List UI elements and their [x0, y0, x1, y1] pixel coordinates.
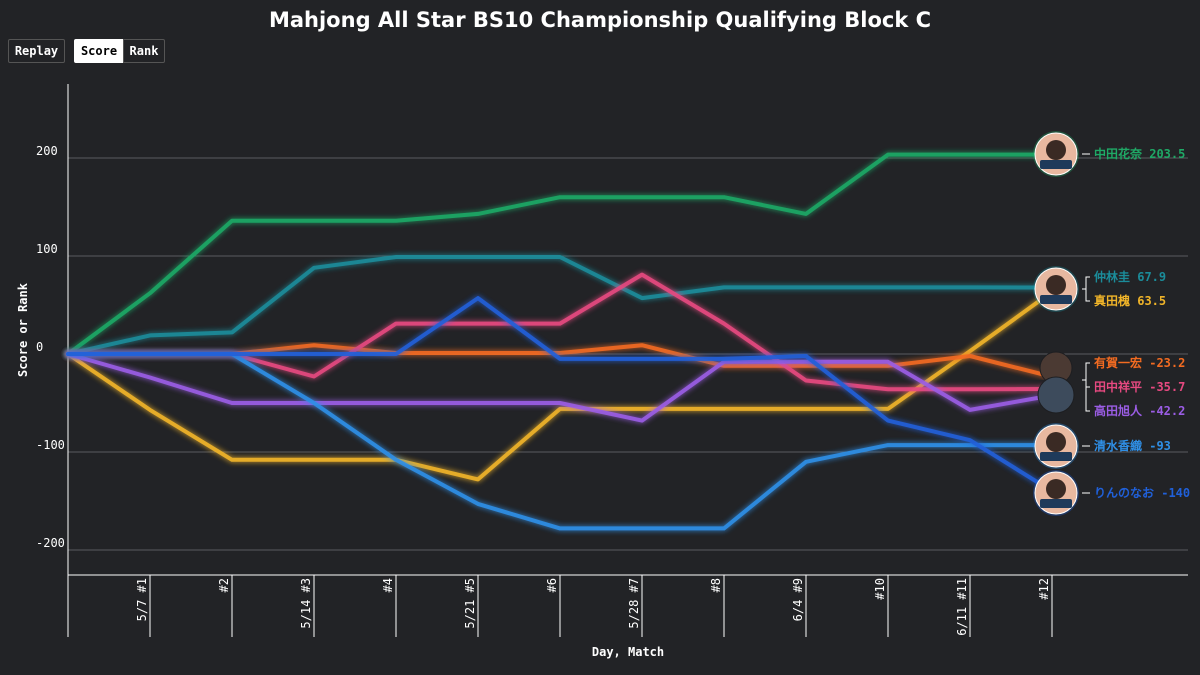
leader-line — [1082, 276, 1090, 290]
x-axis-title: Day, Match — [592, 645, 664, 659]
player-avatar-hair — [1046, 479, 1066, 499]
player-avatar-nameplate — [1040, 160, 1072, 169]
player-avatar-hair — [1046, 140, 1066, 160]
x-tick-label: 5/21 #5 — [463, 578, 477, 629]
series-end-label: 高田旭人 -42.2 — [1094, 403, 1185, 418]
series-line — [66, 352, 1054, 423]
leader-line — [1082, 362, 1090, 381]
series-end-label: 真田槐 63.5 — [1094, 293, 1166, 308]
series-end-label: りんのなお -140 — [1094, 486, 1190, 500]
series-end-label: 田中祥平 -35.7 — [1094, 379, 1185, 394]
x-tick-label: 5/28 #7 — [627, 578, 641, 629]
series-end-label: 有賀一宏 -23.2 — [1094, 355, 1185, 370]
leader-line — [1082, 379, 1090, 412]
player-avatar-nameplate — [1040, 452, 1072, 461]
y-tick-label: -100 — [36, 438, 65, 452]
replay-button[interactable]: Replay — [8, 39, 65, 63]
x-tick-label: 6/4 #9 — [791, 578, 805, 621]
chart-title: Mahjong All Star BS10 Championship Quali… — [268, 8, 932, 32]
player-avatar-photo — [1037, 376, 1075, 414]
x-tick-label: #12 — [1037, 578, 1051, 600]
series-end-label: 清水香織 -93 — [1094, 438, 1171, 453]
player-avatar-nameplate — [1040, 499, 1072, 508]
player-avatar-nameplate — [1040, 295, 1072, 304]
series-line — [66, 289, 1054, 482]
series-line — [66, 296, 1054, 494]
series-line — [66, 352, 1054, 531]
series-end-label: 仲林圭 67.9 — [1094, 269, 1166, 284]
y-axis-title: Score or Rank — [16, 282, 30, 377]
x-tick-label: #4 — [381, 578, 395, 592]
x-tick-label: #10 — [873, 578, 887, 600]
y-tick-label: 100 — [36, 242, 58, 256]
series-end-label: 中田花奈 203.5 — [1094, 146, 1185, 161]
x-tick-label: #2 — [217, 578, 231, 592]
player-avatar-hair — [1046, 275, 1066, 295]
rank-toggle-button[interactable]: Rank — [123, 39, 165, 63]
x-tick-label: #8 — [709, 578, 723, 592]
y-tick-label: -200 — [36, 536, 65, 550]
series-line — [66, 152, 1054, 356]
y-tick-label: 0 — [36, 340, 43, 354]
player-avatar-hair — [1046, 432, 1066, 452]
x-tick-label: 5/7 #1 — [135, 578, 149, 621]
series-line — [66, 255, 1054, 356]
leader-line — [1082, 288, 1090, 302]
y-tick-label: 200 — [36, 144, 58, 158]
x-tick-label: 5/14 #3 — [299, 578, 313, 629]
x-tick-label: #6 — [545, 578, 559, 592]
x-tick-label: 6/11 #11 — [955, 578, 969, 636]
